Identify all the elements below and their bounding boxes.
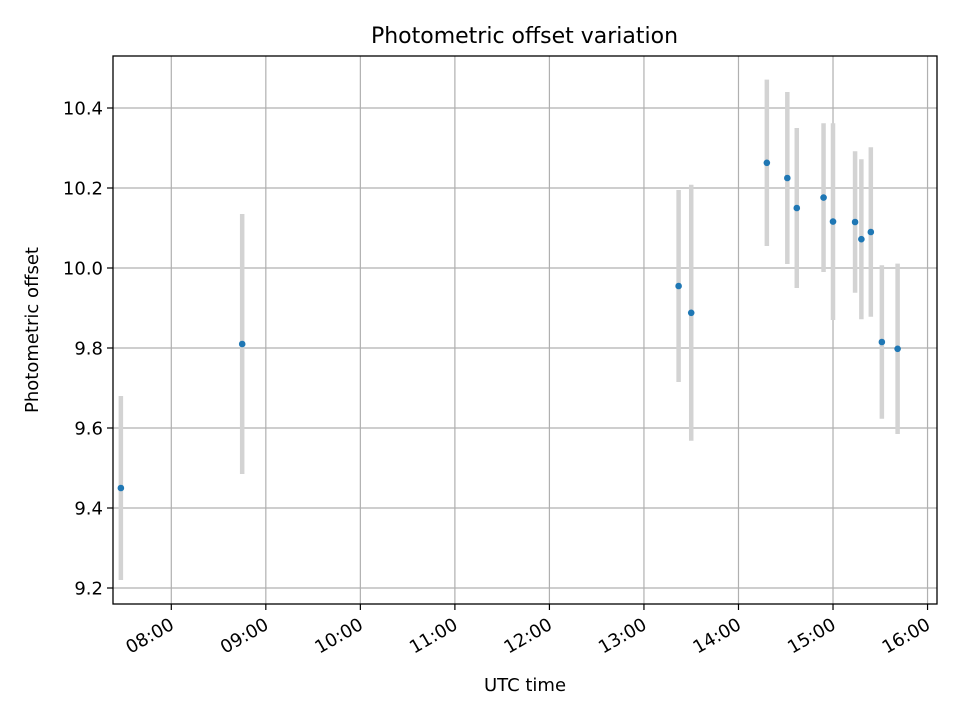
y-tick-label: 10.4 xyxy=(63,99,103,120)
data-point xyxy=(793,204,801,212)
y-tick-label: 10.2 xyxy=(63,179,103,200)
y-axis-ticks: 9.2 9.4 9.6 9.8 10.0 10.2 10.4 xyxy=(63,99,113,600)
y-tick-label: 9.8 xyxy=(74,339,103,360)
data-point xyxy=(867,228,875,236)
data-point xyxy=(784,174,791,182)
data-point xyxy=(763,159,771,167)
data-point xyxy=(858,235,865,243)
y-tick-label: 9.2 xyxy=(74,579,103,600)
data-point xyxy=(878,338,886,346)
data-point xyxy=(238,340,246,348)
x-axis-title: UTC time xyxy=(484,675,566,696)
data-point xyxy=(687,309,695,317)
data-point xyxy=(820,194,827,201)
data-point xyxy=(829,218,837,225)
data-point xyxy=(675,282,682,290)
data-point xyxy=(894,345,901,353)
y-axis-title: Photometric offset xyxy=(22,247,43,413)
data-point xyxy=(117,484,125,492)
y-tick-label: 9.4 xyxy=(74,499,103,520)
y-tick-label: 9.6 xyxy=(74,419,103,440)
data-points xyxy=(117,159,901,492)
chart-title: Photometric offset variation xyxy=(371,24,678,49)
data-point xyxy=(851,218,859,226)
y-tick-label: 10.0 xyxy=(63,259,103,280)
plot-frame xyxy=(112,55,938,605)
